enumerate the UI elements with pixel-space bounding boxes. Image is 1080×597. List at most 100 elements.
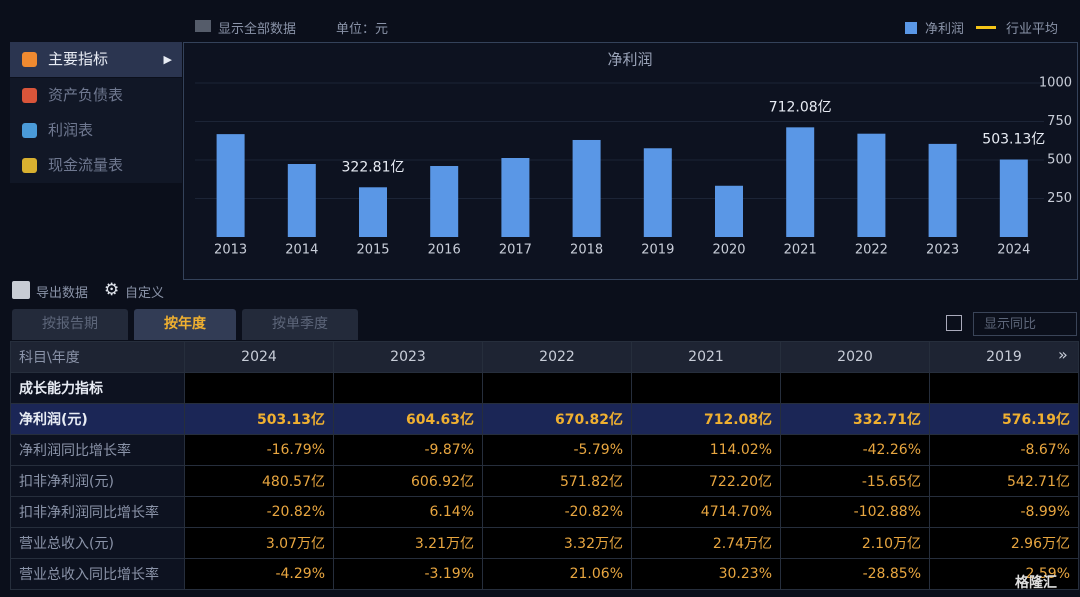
tab[interactable]: 按单季度 [242,309,358,340]
table-cell: 2.74万亿 [631,527,781,559]
table-cell: 2.59% [929,558,1079,590]
table-cell: -42.26% [780,434,930,466]
value-label: 503.13亿 [982,132,1045,148]
menu-item[interactable]: 资产负债表 [10,78,182,113]
y-tick-label: 500 [1047,153,1072,168]
table-cell: 604.63亿 [333,403,483,435]
table-cell: 21.06% [482,558,632,590]
bar [643,148,672,237]
table-cell [631,372,781,404]
header-cell: 2021 [631,341,781,373]
show-yoy[interactable]: 显示同比 [973,312,1077,336]
gear-icon[interactable]: ⚙ [104,280,120,300]
table-cell: -20.82% [482,496,632,528]
bar [857,133,886,237]
data-table: 科目\年度 2024 2023 2022 2021 2020 2019 成长能力指标 净利润(元… [10,341,1079,590]
table-cell: -102.88% [780,496,930,528]
x-tick-label: 2020 [712,243,745,258]
table-cell: 571.82亿 [482,465,632,497]
table-cell: 净利润(元) [10,403,185,435]
chart: 净利润 250 500 750 1000 2013 2014 2015 322.81亿 2016… [195,51,1072,258]
table-cell: -5.79% [482,434,632,466]
bar [999,159,1028,237]
export-icon[interactable] [12,281,30,299]
customize-button[interactable]: 自定义 [125,286,165,301]
header-cell: 科目\年度 [10,341,185,373]
bar [287,164,316,237]
menu-item[interactable]: 利润表 [10,113,182,148]
value-label: 712.08亿 [769,99,832,115]
table-cell: 6.14% [333,496,483,528]
bar [572,139,601,237]
checkbox[interactable] [195,20,211,32]
header-row: 科目\年度 2024 2023 2022 2021 2020 2019 [10,341,1079,373]
menu-label: 主要指标 [48,50,109,68]
table-cell: 3.07万亿 [184,527,334,559]
tab[interactable]: 按年度 [134,309,236,340]
table-cell [482,372,632,404]
unit: 单位：元 [336,22,389,37]
table-cell [780,372,930,404]
export-button[interactable]: 导出数据 [36,286,89,301]
table-cell: -20.82% [184,496,334,528]
menu-item[interactable]: 现金流量表 [10,148,182,183]
table-cell: -8.67% [929,434,1079,466]
x-tick-label: 2017 [499,243,532,258]
menu-label: 现金流量表 [48,156,124,174]
header-cell: 2023 [333,341,483,373]
table-cell: 成长能力指标 [10,372,185,404]
checkbox[interactable] [946,315,962,331]
table-cell: 503.13亿 [184,403,334,435]
header-cell: 2019 [929,341,1079,373]
bar [715,185,743,237]
table-cell: 114.02% [631,434,781,466]
table-row: 营业总收入(元) 3.07万亿 3.21万亿 3.32万亿 2.74万亿 2.10万亿 2.… [10,527,1079,559]
table-cell: 4714.70% [631,496,781,528]
header-cell: 2024 [184,341,334,373]
x-tick-label: 2023 [926,243,959,258]
table-cell [929,372,1079,404]
chart-title: 净利润 [607,51,652,69]
table-cell: -4.29% [184,558,334,590]
table-cell: 480.57亿 [184,465,334,497]
table-cell: -15.65亿 [780,465,930,497]
table-cell: 2.96万亿 [929,527,1079,559]
x-tick-label: 2024 [997,243,1030,258]
table-cell: 营业总收入(元) [10,527,185,559]
table-cell: -3.19% [333,558,483,590]
x-tick-label: 2014 [285,243,318,258]
header-cell: 2022 [482,341,632,373]
bar [216,134,245,237]
table-row: 扣非净利润同比增长率 -20.82% 6.14% -20.82% 4714.70% -10… [10,496,1079,528]
chart-panel: 净利润 250 500 750 1000 2013 2014 2015 322.81亿 2016… [183,42,1078,280]
x-tick-label: 2019 [641,243,674,258]
value-label: 322.81亿 [342,159,405,175]
table-cell: 3.21万亿 [333,527,483,559]
table-cell: 3.32万亿 [482,527,632,559]
table-cell: 332.71亿 [780,403,930,435]
table-cell: 扣非净利润同比增长率 [10,496,185,528]
header-cell: 2020 [780,341,930,373]
table-cell: 722.20亿 [631,465,781,497]
menu-item[interactable]: 主要指标 ▶ [10,42,182,77]
y-tick-label: 1000 [1039,76,1072,91]
table-row: 营业总收入同比增长率 -4.29% -3.19% 21.06% 30.23% -28.85… [10,558,1079,590]
y-tick-label: 250 [1047,191,1072,206]
table-row: 净利润(元) 503.13亿 604.63亿 670.82亿 712.08亿 332.71… [10,403,1079,435]
tab[interactable]: 按报告期 [12,309,128,340]
menu-label: 资产负债表 [48,86,124,104]
table-cell: -9.87% [333,434,483,466]
bar [501,157,530,237]
table-cell: -28.85% [780,558,930,590]
table-cell: 712.08亿 [631,403,781,435]
legend-swatch [905,22,917,34]
table-cell: 606.92亿 [333,465,483,497]
scroll-right[interactable]: » [1058,345,1068,364]
table-row: 扣非净利润(元) 480.57亿 606.92亿 571.82亿 722.20亿 -15.… [10,465,1079,497]
legend-label: 行业平均 [1006,22,1059,37]
bar [928,143,957,237]
show-all[interactable]: 显示全部数据 [218,22,297,37]
legend-swatch [976,26,997,29]
x-tick-label: 2021 [784,243,817,258]
